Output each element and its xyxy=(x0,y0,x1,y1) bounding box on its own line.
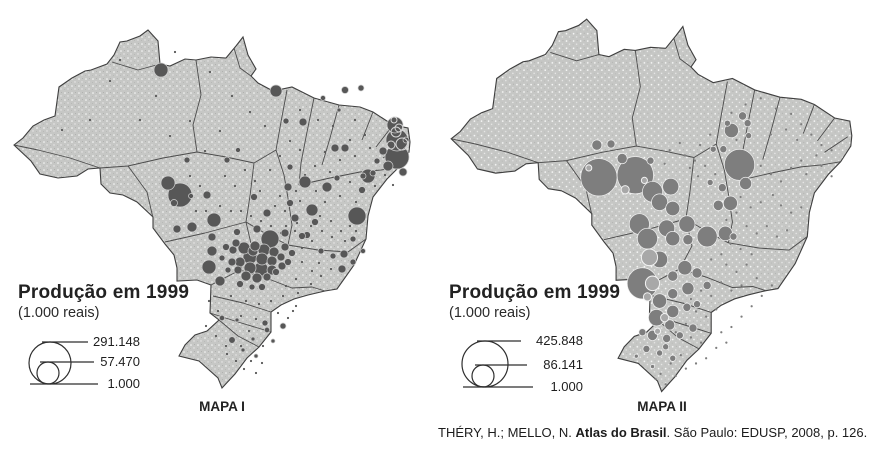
legend1-mid-value: 57.470 xyxy=(100,354,140,369)
citation-authors: THÉRY, H.; MELLO, N. xyxy=(438,425,576,440)
legend-map1: Produção em 1999 (1.000 reais) 291.148 5… xyxy=(18,282,248,396)
map1-svg xyxy=(13,29,411,389)
legend2-min-value: 1.000 xyxy=(550,379,583,394)
legend-map2: Produção em 1999 (1.000 reais) 425.848 8… xyxy=(449,282,679,398)
legend1-scale-diagram: 291.148 57.470 1.000 xyxy=(28,334,140,391)
legend1-max-value: 291.148 xyxy=(93,334,140,349)
legend2-max-circle xyxy=(461,340,509,388)
legend1-subtitle: (1.000 reais) xyxy=(18,305,100,321)
legend2-mid-value: 86.141 xyxy=(543,357,583,372)
citation: THÉRY, H.; MELLO, N. Atlas do Brasil. Sã… xyxy=(438,425,867,440)
map1-caption: MAPA I xyxy=(199,399,245,414)
map2-caption: MAPA II xyxy=(637,399,687,414)
legend1-min-value: 1.000 xyxy=(107,376,140,391)
legend1-max-circle xyxy=(28,341,72,385)
legend1-title: Produção em 1999 xyxy=(18,282,190,303)
map2-symbols xyxy=(580,97,833,386)
legend2-title: Produção em 1999 xyxy=(449,282,621,303)
citation-rest: . São Paulo: EDUSP, 2008, p. 126. xyxy=(666,425,868,440)
legend2-subtitle: (1.000 reais) xyxy=(449,305,531,321)
legend2-scale-diagram: 425.848 86.141 1.000 xyxy=(461,333,583,394)
legend1-mid-circle xyxy=(36,361,60,385)
map1-symbols xyxy=(60,50,410,375)
map2-svg xyxy=(450,18,853,393)
citation-work-title: Atlas do Brasil xyxy=(575,425,667,440)
legend2-max-value: 425.848 xyxy=(536,333,583,348)
legend2-mid-circle xyxy=(471,364,495,388)
